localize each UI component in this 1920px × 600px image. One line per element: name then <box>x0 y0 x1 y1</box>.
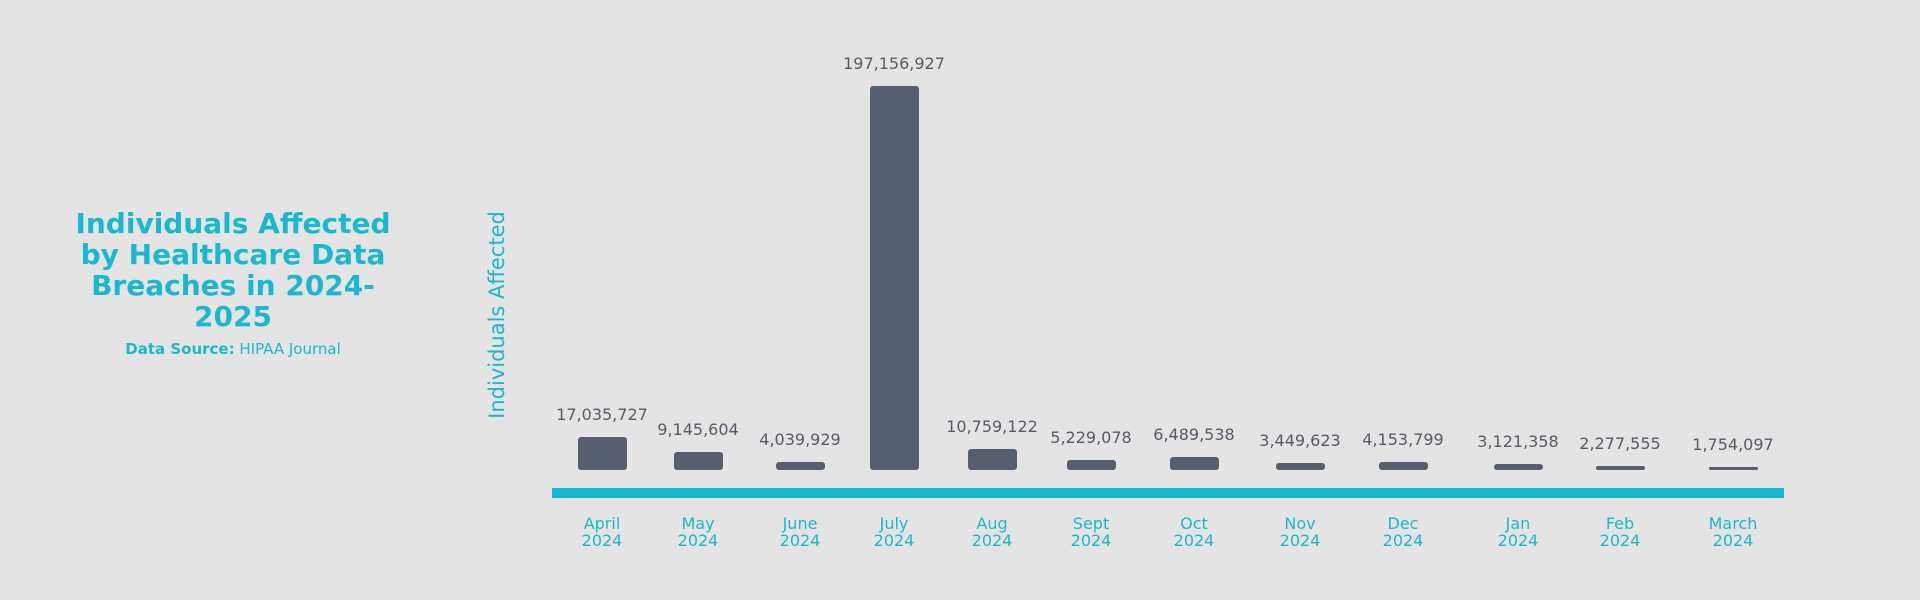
x-tick-label: Nov 2024 <box>1279 514 1321 550</box>
value-label: 4,039,929 <box>759 430 841 450</box>
value-label: 5,229,078 <box>1050 427 1132 447</box>
value-label: 17,035,727 <box>556 404 648 424</box>
bar <box>577 436 627 470</box>
x-tick-label: Jan 2024 <box>1497 514 1539 550</box>
bar <box>1378 461 1428 470</box>
x-tick-label: Dec 2024 <box>1382 514 1424 550</box>
value-label: 3,121,358 <box>1477 431 1559 451</box>
x-tick-label: June 2024 <box>779 514 821 550</box>
bar <box>1066 459 1116 470</box>
bar <box>869 86 919 470</box>
x-tick-label: Oct 2024 <box>1173 514 1215 550</box>
value-label: 2,277,555 <box>1579 433 1661 453</box>
x-tick-label: March 2024 <box>1708 514 1758 550</box>
bar <box>673 452 723 470</box>
x-tick-label: July 2024 <box>873 514 915 550</box>
bar <box>775 462 825 470</box>
value-label: 10,759,122 <box>946 417 1038 437</box>
data-source: Data Source: HIPAA Journal <box>53 340 413 358</box>
y-axis-label: Individuals Affected <box>485 211 509 419</box>
chart-title: Individuals Affected by Healthcare Data … <box>75 207 391 333</box>
bar <box>1493 463 1543 470</box>
bar <box>1708 466 1758 470</box>
x-axis-line <box>552 488 1784 498</box>
bar <box>1275 463 1325 470</box>
x-tick-label: Aug 2024 <box>971 514 1013 550</box>
bar <box>1595 465 1645 470</box>
source-label: Data Source: <box>125 340 235 358</box>
x-tick-label: April 2024 <box>581 514 623 550</box>
value-label: 197,156,927 <box>843 54 945 73</box>
value-label: 6,489,538 <box>1153 425 1235 445</box>
value-label: 4,153,799 <box>1362 429 1444 449</box>
x-tick-label: Sept 2024 <box>1070 514 1112 550</box>
source-name: HIPAA Journal <box>239 340 341 358</box>
x-tick-label: May 2024 <box>677 514 719 550</box>
value-label: 9,145,604 <box>657 420 739 440</box>
bar <box>1169 457 1219 470</box>
value-label: 1,754,097 <box>1692 434 1774 454</box>
value-label: 3,449,623 <box>1259 431 1341 451</box>
x-tick-label: Feb 2024 <box>1599 514 1641 550</box>
bar <box>967 449 1017 470</box>
